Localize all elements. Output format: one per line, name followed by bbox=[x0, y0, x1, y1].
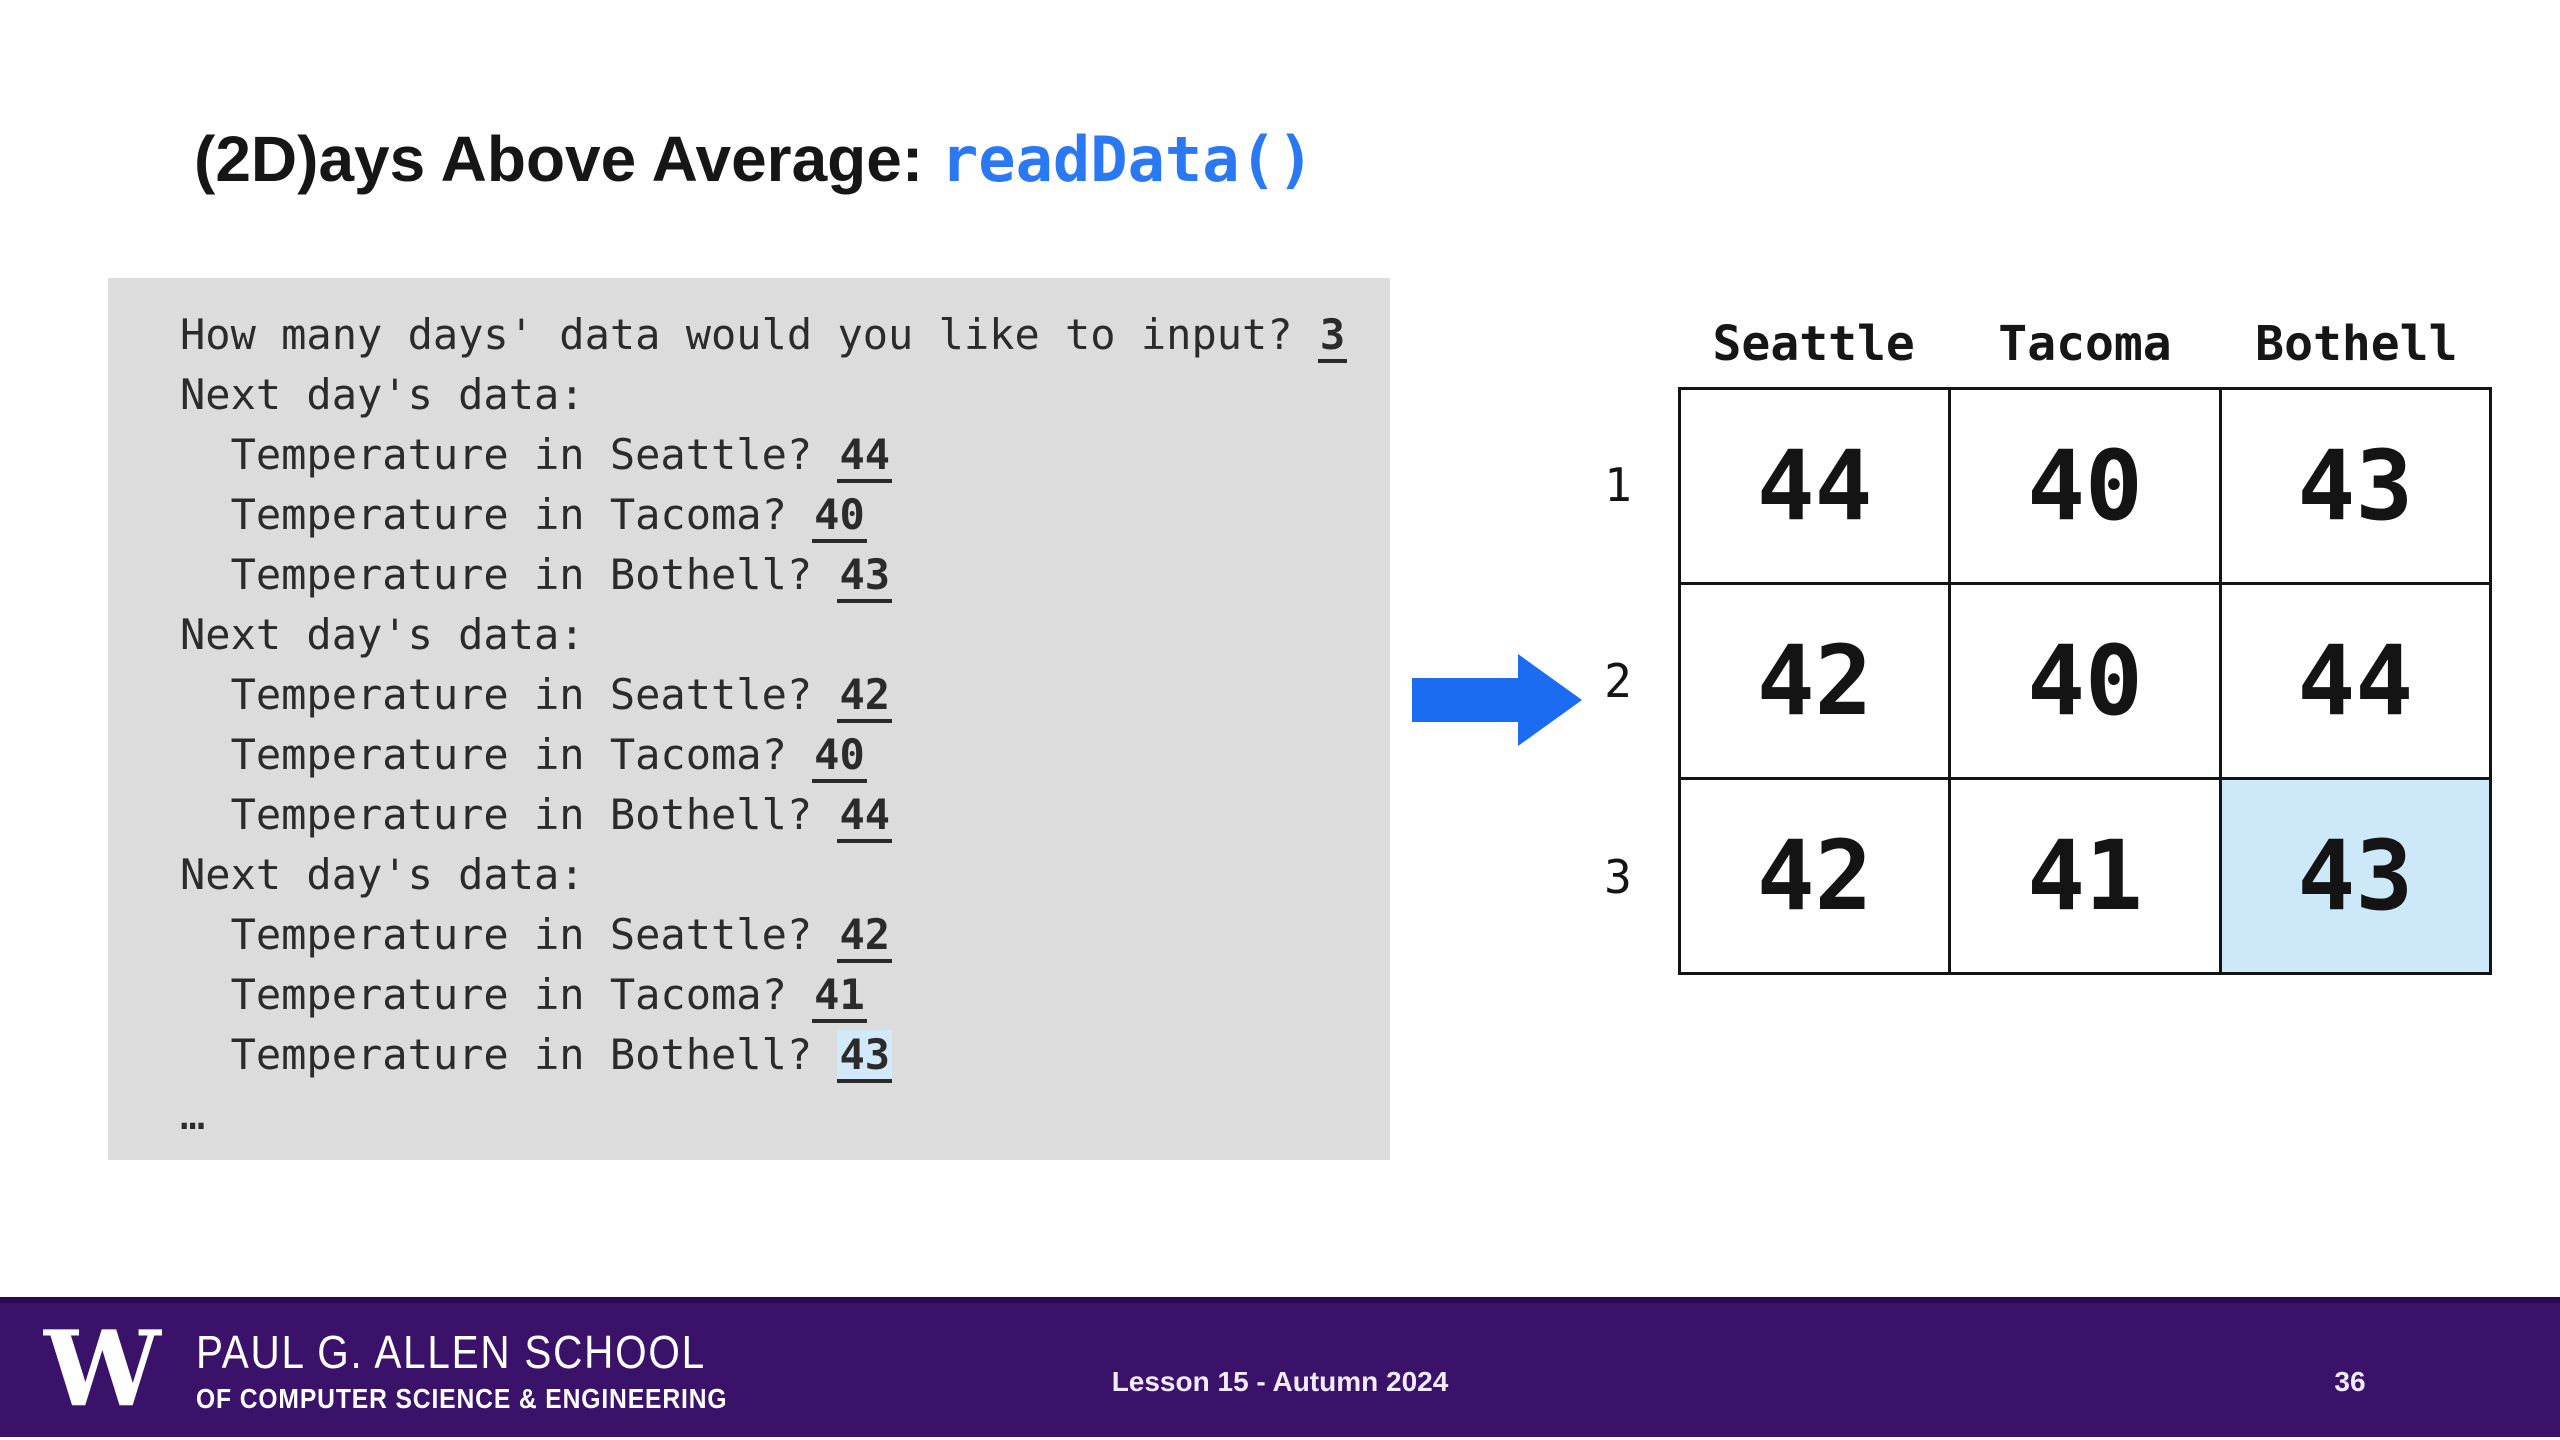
table-cell: 43 bbox=[2218, 777, 2493, 975]
console-input-value: 43 bbox=[837, 1030, 893, 1083]
console-input-value: 43 bbox=[837, 550, 893, 603]
table-cell: 40 bbox=[1948, 387, 2222, 585]
console-line-text: Temperature in Seattle? bbox=[180, 430, 838, 479]
table-row: 44 40 43 bbox=[1677, 387, 2493, 585]
console-line: Temperature in Tacoma? 40 bbox=[180, 485, 1390, 545]
console-input-value: 42 bbox=[837, 670, 893, 723]
console-line-text: Temperature in Tacoma? bbox=[180, 970, 813, 1019]
console-line: Temperature in Seattle? 42 bbox=[180, 905, 1390, 965]
row-label: 2 bbox=[1604, 654, 1632, 708]
page-title: (2D)ays Above Average: readData() bbox=[194, 122, 1314, 196]
page-number: 36 bbox=[2334, 1366, 2366, 1397]
table-row: 42 41 43 bbox=[1677, 777, 2493, 975]
console-line-text: … bbox=[180, 1090, 206, 1139]
console-line: … bbox=[180, 1085, 1390, 1145]
table-cell: 41 bbox=[1948, 777, 2222, 975]
column-header: Bothell bbox=[2255, 316, 2458, 372]
console-input-value: 40 bbox=[812, 490, 867, 543]
lesson-label: Lesson 15 - Autumn 2024 bbox=[1111, 1366, 1449, 1397]
column-header: Seattle bbox=[1712, 316, 1915, 372]
table-cell: 44 bbox=[2218, 582, 2493, 780]
table-row-labels: 1 2 3 bbox=[1586, 387, 1650, 975]
column-header: Tacoma bbox=[1998, 316, 2172, 372]
console-output: How many days' data would you like to in… bbox=[108, 278, 1390, 1160]
row-label: 1 bbox=[1604, 458, 1632, 512]
table-header-row: Seattle Tacoma Bothell bbox=[1678, 316, 2492, 372]
table-cell: 43 bbox=[2218, 387, 2493, 585]
console-line-text: Temperature in Tacoma? bbox=[180, 730, 813, 779]
table-row: 42 40 44 bbox=[1677, 582, 2493, 780]
console-line-text: Temperature in Seattle? bbox=[180, 670, 838, 719]
school-name-line1: PAUL G. ALLEN SCHOOL bbox=[196, 1326, 706, 1378]
console-line: How many days' data would you like to in… bbox=[180, 305, 1390, 365]
temps-table: 44 40 43 42 40 44 42 41 43 bbox=[1677, 387, 2493, 975]
console-line: Next day's data: bbox=[180, 845, 1390, 905]
row-label: 3 bbox=[1604, 850, 1632, 904]
console-line: Temperature in Seattle? 42 bbox=[180, 665, 1390, 725]
table-cell: 40 bbox=[1948, 582, 2222, 780]
console-line: Temperature in Tacoma? 41 bbox=[180, 965, 1390, 1025]
temps-table-body: 44 40 43 42 40 44 42 41 43 bbox=[1677, 387, 2493, 975]
table-cell: 42 bbox=[1677, 582, 1952, 780]
console-line-text: Temperature in Tacoma? bbox=[180, 490, 813, 539]
uw-logo: W bbox=[44, 1307, 161, 1430]
page-title-code: readData() bbox=[940, 123, 1315, 196]
footer-bar: W PAUL G. ALLEN SCHOOL OF COMPUTER SCIEN… bbox=[0, 1297, 2560, 1437]
console-input-value: 40 bbox=[812, 730, 867, 783]
console-line-text: Next day's data: bbox=[180, 610, 585, 659]
right-arrow-icon bbox=[1412, 652, 1582, 748]
console-line-text: Temperature in Bothell? bbox=[180, 1030, 838, 1079]
school-name-line2: OF COMPUTER SCIENCE & ENGINEERING bbox=[196, 1383, 728, 1414]
console-input-value: 44 bbox=[837, 790, 893, 843]
table-cell: 42 bbox=[1677, 777, 1952, 975]
school-name: PAUL G. ALLEN SCHOOL OF COMPUTER SCIENCE… bbox=[196, 1329, 727, 1415]
console-line: Temperature in Bothell? 43 bbox=[180, 545, 1390, 605]
console-input-value: 3 bbox=[1317, 310, 1348, 363]
console-line-text: How many days' data would you like to in… bbox=[180, 310, 1318, 359]
console-line-text: Next day's data: bbox=[180, 370, 585, 419]
console-line: Temperature in Bothell? 44 bbox=[180, 785, 1390, 845]
console-line-text: Temperature in Bothell? bbox=[180, 550, 838, 599]
console-line: Next day's data: bbox=[180, 365, 1390, 425]
page-title-text: (2D)ays Above Average: bbox=[194, 123, 941, 195]
console-line-text: Temperature in Bothell? bbox=[180, 790, 838, 839]
console-input-value: 44 bbox=[837, 430, 893, 483]
console-line: Temperature in Tacoma? 40 bbox=[180, 725, 1390, 785]
console-line-text: Temperature in Seattle? bbox=[180, 910, 838, 959]
console-line: Temperature in Bothell? 43 bbox=[180, 1025, 1390, 1085]
console-input-value: 42 bbox=[837, 910, 893, 963]
console-input-value: 41 bbox=[812, 970, 867, 1023]
table-cell: 44 bbox=[1677, 387, 1952, 585]
console-line-text: Next day's data: bbox=[180, 850, 585, 899]
console-line: Temperature in Seattle? 44 bbox=[180, 425, 1390, 485]
console-line: Next day's data: bbox=[180, 605, 1390, 665]
